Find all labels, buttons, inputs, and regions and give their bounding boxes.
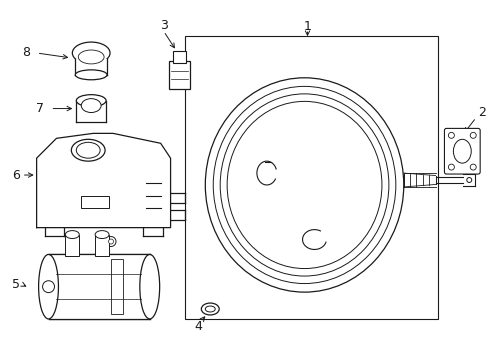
Text: 7: 7	[36, 102, 44, 115]
Text: 4: 4	[195, 320, 202, 333]
Circle shape	[43, 281, 54, 293]
Ellipse shape	[65, 231, 79, 239]
Ellipse shape	[201, 303, 219, 315]
Bar	[172, 51, 187, 63]
Bar	[95, 235, 109, 256]
Circle shape	[448, 132, 454, 138]
Circle shape	[470, 164, 476, 170]
Ellipse shape	[76, 95, 106, 107]
Text: 8: 8	[22, 46, 30, 59]
Bar	[76, 100, 106, 122]
Bar	[111, 260, 123, 314]
Text: 6: 6	[12, 168, 20, 181]
Circle shape	[470, 132, 476, 138]
Bar	[65, 235, 79, 256]
Polygon shape	[37, 133, 171, 228]
Circle shape	[106, 237, 116, 247]
Text: 1: 1	[304, 20, 312, 33]
Circle shape	[448, 164, 454, 170]
Text: 5: 5	[12, 278, 20, 291]
Ellipse shape	[205, 78, 404, 292]
Bar	[169, 61, 191, 89]
Circle shape	[467, 177, 472, 183]
Ellipse shape	[75, 70, 107, 80]
Bar	[49, 255, 150, 319]
Ellipse shape	[81, 99, 101, 113]
Text: 3: 3	[160, 19, 168, 32]
Ellipse shape	[205, 306, 215, 312]
Circle shape	[109, 239, 114, 244]
Ellipse shape	[140, 255, 160, 319]
Bar	[75, 59, 107, 75]
FancyBboxPatch shape	[444, 129, 480, 174]
Ellipse shape	[95, 231, 109, 239]
Ellipse shape	[72, 139, 105, 161]
Ellipse shape	[39, 255, 58, 319]
Text: 2: 2	[478, 106, 486, 119]
Bar	[185, 36, 439, 319]
Ellipse shape	[453, 139, 471, 163]
Bar	[81, 196, 109, 208]
Ellipse shape	[73, 42, 110, 64]
